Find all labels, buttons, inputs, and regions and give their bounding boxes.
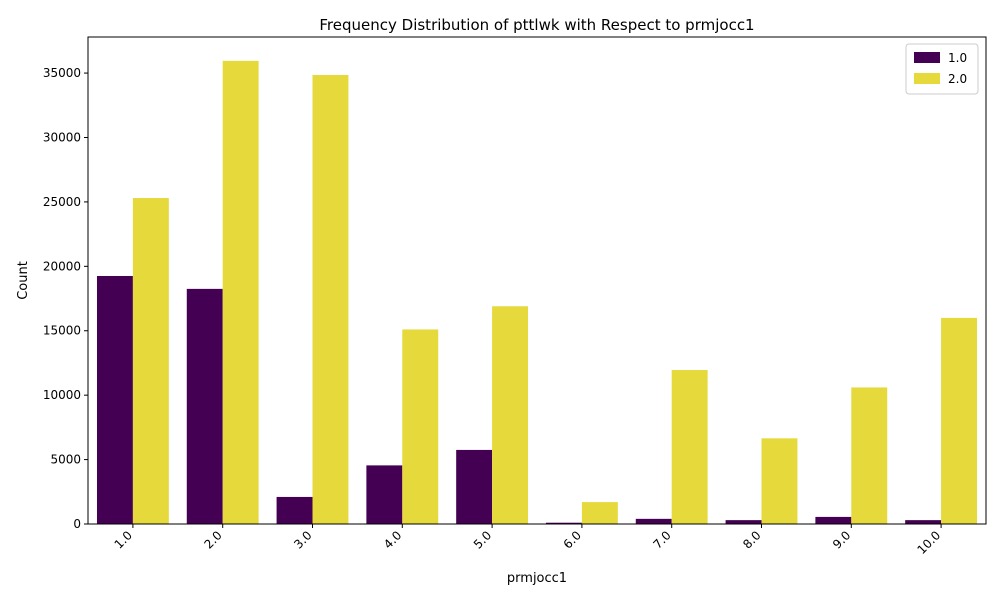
legend: 1.0 2.0 [905, 43, 979, 95]
bar-series2-10-0 [941, 317, 978, 524]
legend-swatch [914, 73, 940, 84]
x-tick-label: 6.0 [561, 528, 584, 551]
y-tick-label: 5000 [50, 453, 81, 467]
bar-series2-4-0 [402, 329, 439, 524]
legend-box [905, 43, 979, 95]
bar-series1-9-0 [815, 516, 852, 524]
chart-title: Frequency Distribution of pttlwk with Re… [319, 16, 754, 34]
bar-series2-3-0 [312, 75, 349, 524]
bars-layer [96, 60, 978, 524]
bar-series1-7-0 [635, 518, 672, 524]
x-tick-label: 9.0 [830, 528, 853, 551]
x-axis-label: prmjocc1 [507, 571, 567, 586]
y-tick-label: 30000 [43, 130, 81, 144]
y-tick-label: 25000 [43, 195, 81, 209]
bar-series1-4-0 [366, 465, 403, 524]
x-tick-label: 4.0 [381, 528, 404, 551]
plot-frame [87, 36, 987, 525]
bar-series1-6-0 [545, 522, 582, 524]
bar-series2-7-0 [671, 370, 708, 524]
bar-series1-5-0 [456, 449, 493, 524]
legend-label: 1.0 [948, 51, 967, 65]
bar-series2-2-0 [222, 60, 259, 524]
bar-series1-3-0 [276, 496, 313, 524]
bar-series2-9-0 [851, 387, 888, 524]
x-axis: 1.0 2.0 3.0 4.0 5.0 6.0 7.0 8.0 9.0 10.0 [112, 524, 943, 557]
x-tick-label: 3.0 [291, 528, 314, 551]
legend-swatch [914, 52, 940, 63]
x-tick-label: 7.0 [650, 528, 673, 551]
bar-series2-8-0 [761, 438, 798, 524]
y-tick-label: 35000 [43, 66, 81, 80]
bar-series1-8-0 [725, 520, 762, 524]
x-tick-label: 5.0 [471, 528, 494, 551]
y-tick-label: 0 [73, 517, 81, 531]
bar-series1-10-0 [905, 520, 942, 524]
bar-series2-5-0 [492, 306, 529, 524]
y-tick-label: 15000 [43, 324, 81, 338]
y-axis: 0 5000 10000 15000 20000 25000 30000 35000 [43, 66, 88, 531]
x-tick-label: 1.0 [112, 528, 135, 551]
x-tick-label: 2.0 [201, 528, 224, 551]
y-tick-label: 10000 [43, 388, 81, 402]
bar-series1-2-0 [186, 288, 223, 524]
bar-series2-6-0 [581, 502, 618, 524]
x-tick-label: 8.0 [740, 528, 763, 551]
x-tick-label: 10.0 [914, 528, 943, 557]
y-axis-label: Count [16, 261, 31, 300]
bar-series2-1-0 [132, 198, 169, 524]
legend-label: 2.0 [948, 72, 967, 86]
bar-series1-1-0 [96, 275, 133, 524]
y-tick-label: 20000 [43, 259, 81, 273]
